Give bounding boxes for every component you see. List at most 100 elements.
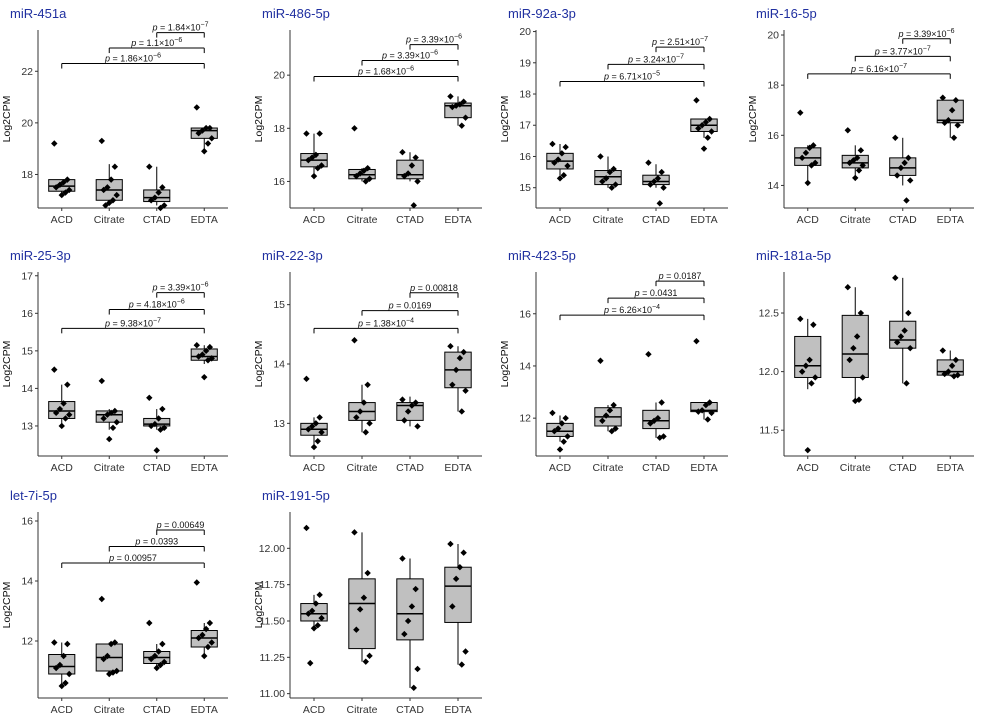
significance-bracket: p = 1.84×10−7 [151, 22, 209, 38]
data-point [153, 447, 160, 454]
data-point [602, 412, 610, 419]
data-point [98, 595, 105, 603]
box-edta [444, 346, 472, 412]
y-tick-label: 15 [273, 299, 285, 311]
data-point [950, 134, 958, 142]
data-point [151, 652, 159, 660]
data-point [556, 175, 564, 182]
y-tick-label: 14 [273, 359, 285, 371]
chart-title: miR-486-5p [262, 6, 330, 21]
data-point [314, 437, 321, 445]
data-point [608, 428, 615, 435]
y-tick-label: 13 [21, 420, 33, 432]
y-tick-label: 11.50 [260, 615, 286, 627]
data-point [147, 655, 155, 663]
data-point [316, 130, 323, 137]
box-ctad [396, 152, 424, 182]
significance-bracket: p = 3.39×10−6 [151, 282, 209, 298]
data-point [316, 591, 323, 599]
x-tick-label: EDTA [690, 462, 717, 474]
y-tick-label: 11.5 [759, 425, 779, 437]
y-axis-label: Log2CPM [499, 96, 511, 143]
data-point [364, 381, 371, 388]
data-point [404, 617, 412, 625]
data-point [58, 682, 65, 690]
data-point [362, 178, 369, 185]
data-point [810, 321, 817, 328]
box-ctad [143, 166, 171, 206]
p-value-label: p = 0.00957 [108, 553, 157, 563]
x-tick-label: CTAD [396, 214, 424, 226]
y-tick-label: 16 [21, 308, 33, 320]
data-point [147, 197, 155, 204]
y-tick-label: 14 [21, 383, 33, 395]
x-tick-label: Citrate [94, 214, 125, 226]
data-point [353, 626, 360, 633]
data-point [952, 356, 960, 364]
data-point [654, 414, 662, 422]
x-tick-label: Citrate [840, 462, 871, 474]
box-edta [444, 543, 472, 665]
data-point [113, 191, 120, 199]
data-point [458, 661, 465, 668]
box-acd [794, 318, 822, 390]
significance-bracket: p = 0.00649 [156, 520, 205, 535]
p-value-label: p = 6.26×10−4 [603, 304, 660, 315]
p-value-label: p = 6.71×10−5 [603, 71, 660, 82]
significance-bracket: p = 6.16×10−7 [807, 63, 951, 79]
data-point [60, 652, 67, 660]
data-point [647, 420, 654, 427]
data-point [857, 147, 865, 154]
chart-title: let-7i-5p [10, 488, 57, 503]
p-value-label: p = 6.16×10−7 [850, 63, 907, 74]
x-tick-label: CTAD [889, 214, 917, 226]
data-point [157, 204, 164, 212]
data-point [408, 402, 416, 409]
data-point [204, 643, 212, 651]
data-point [104, 411, 111, 418]
data-point [199, 631, 206, 639]
x-tick-label: Citrate [94, 462, 125, 474]
data-point [941, 370, 948, 378]
data-point [351, 529, 358, 536]
data-point [305, 610, 312, 617]
data-point [449, 603, 456, 610]
x-tick-label: CTAD [143, 704, 171, 716]
data-point [892, 274, 899, 282]
data-point [901, 159, 908, 167]
data-point [366, 420, 373, 427]
box-citrate [95, 642, 123, 674]
y-tick-label: 20 [767, 30, 779, 42]
y-tick-label: 17 [21, 270, 33, 282]
x-tick-label: CTAD [642, 214, 670, 226]
data-point [852, 397, 859, 405]
y-tick-label: 11.25 [260, 652, 286, 664]
data-point [318, 429, 325, 436]
data-point [702, 118, 710, 126]
data-point [208, 135, 215, 142]
data-point [107, 640, 115, 648]
chart-panel: miR-25-3p Log2CPM 13 14 15 16 17 ACD Citrate CTAD… [1, 248, 228, 474]
chart-panel: miR-92a-3p Log2CPM 15 16 17 18 19 20 ACD Citrate C… [499, 6, 728, 226]
p-value-label: p = 0.00818 [409, 283, 458, 293]
data-point [312, 600, 320, 607]
significance-bracket: p = 0.0169 [361, 301, 459, 316]
p-value-label: p = 1.1×10−6 [130, 37, 182, 48]
data-point [351, 337, 358, 344]
data-point [853, 333, 861, 340]
data-point [107, 176, 115, 183]
data-point [314, 164, 321, 172]
data-point [897, 333, 905, 340]
significance-bracket: p = 2.51×10−7 [651, 36, 708, 53]
box-ctad [642, 164, 670, 188]
x-tick-label: CTAD [396, 704, 424, 716]
p-value-label: p = 1.86×10−6 [104, 53, 161, 64]
data-point [307, 659, 314, 667]
data-point [549, 409, 556, 417]
y-axis-label: Log2CPM [1, 96, 13, 143]
data-point [606, 168, 614, 176]
data-point [66, 411, 73, 418]
data-point [412, 585, 419, 593]
data-point [645, 159, 652, 166]
